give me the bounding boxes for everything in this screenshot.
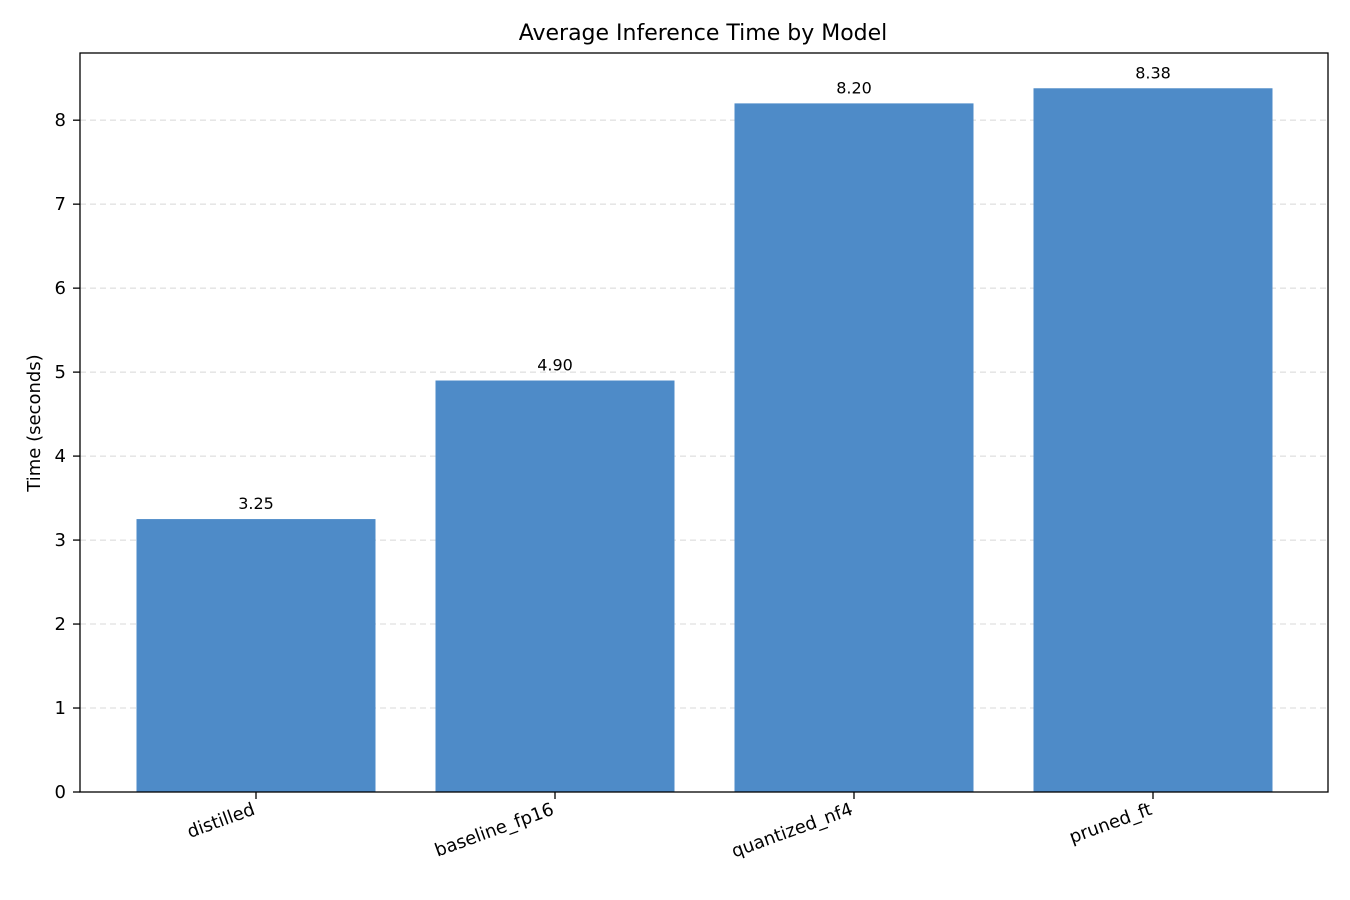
- y-tick-label: 3: [55, 530, 66, 551]
- y-tick-label: 5: [55, 362, 66, 383]
- bar-value-labels: 3.25 4.90 8.20 8.38: [238, 63, 1171, 513]
- y-tick-label: 4: [55, 446, 66, 467]
- bar-label-distilled: 3.25: [238, 494, 274, 513]
- x-tick-label-baseline_fp16: baseline_fp16: [432, 799, 557, 862]
- y-tick-label: 1: [55, 698, 66, 719]
- bar-pruned_ft: [1033, 88, 1273, 793]
- bar-label-pruned_ft: 8.38: [1135, 63, 1171, 82]
- bars: [136, 88, 1273, 793]
- bar-baseline_fp16: [435, 380, 675, 792]
- y-axis: 0 1 2 3 4 5 6 7 8: [55, 110, 80, 803]
- y-tick-label: 0: [55, 782, 66, 803]
- bar-quantized_nf4: [734, 103, 974, 793]
- plot-frame: [79, 52, 1329, 793]
- bar-label-baseline_fp16: 4.90: [537, 356, 573, 375]
- chart-title: Average Inference Time by Model: [519, 21, 888, 46]
- y-tick-label: 6: [55, 278, 66, 299]
- bar-distilled: [136, 519, 376, 792]
- x-tick-label-pruned_ft: pruned_ft: [1066, 799, 1154, 848]
- y-tick-label: 8: [55, 110, 66, 131]
- x-tick-label-quantized_nf4: quantized_nf4: [729, 799, 856, 862]
- y-axis-label: Time (seconds): [24, 354, 45, 492]
- x-axis: distilled baseline_fp16 quantized_nf4 prune…: [184, 792, 1155, 862]
- bar-label-quantized_nf4: 8.20: [836, 78, 872, 97]
- x-tick-label-distilled: distilled: [184, 799, 257, 843]
- y-tick-label: 7: [55, 194, 66, 215]
- y-tick-label: 2: [55, 614, 66, 635]
